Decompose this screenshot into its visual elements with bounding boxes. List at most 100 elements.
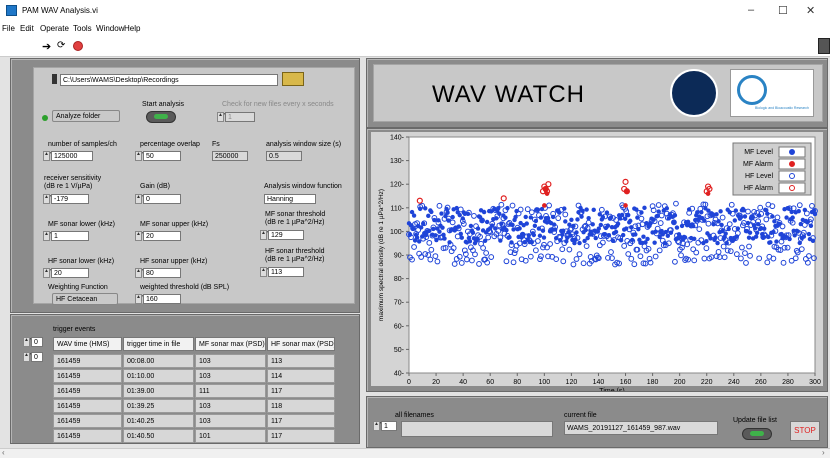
hf-level-point [517, 206, 524, 213]
mf-alarm-point [624, 188, 630, 194]
mf-level-point [479, 218, 485, 223]
mf-level-point [655, 213, 660, 219]
hf-level-point [703, 245, 710, 252]
mf-level-point [583, 227, 588, 233]
scroll-right-icon[interactable]: › [822, 448, 825, 457]
mf-level-point [426, 213, 431, 219]
table-cell: 01:10.00 [123, 369, 194, 383]
hf-level-point [527, 253, 534, 260]
menu-help[interactable]: Help [124, 24, 141, 33]
mf-level-point [633, 232, 638, 237]
menu-file[interactable]: File [2, 24, 15, 33]
close-button[interactable]: ✕ [806, 5, 816, 17]
scroll-left-icon[interactable]: ‹ [2, 448, 5, 457]
row-index-input[interactable]: 0 [31, 337, 43, 347]
hf-level-point [484, 259, 491, 266]
hf-upper-input[interactable]: 80 [143, 268, 181, 278]
menu-edit[interactable]: Edit [20, 24, 34, 33]
horizontal-scrollbar[interactable]: ‹ › [0, 448, 830, 458]
stop-button[interactable]: STOP [790, 421, 820, 441]
check-interval-spinner[interactable]: ▲▼ [217, 112, 228, 122]
menu-tools[interactable]: Tools [73, 24, 92, 33]
hf-level-point [789, 219, 796, 226]
analyze-mode-select[interactable]: Analyze folder [52, 110, 120, 122]
samples-input[interactable]: 125000 [51, 151, 93, 161]
mf-level-point [764, 208, 769, 213]
hf-level-point [599, 239, 606, 246]
hf-level-point [469, 257, 475, 264]
row-index-spinner[interactable]: ▲▼ [23, 337, 34, 347]
mf-level-point [439, 211, 444, 216]
hf-threshold-spinner[interactable]: ▲▼ [260, 267, 271, 277]
overlap-spinner[interactable]: ▲▼ [135, 151, 146, 161]
hf-level-point [770, 255, 777, 262]
col-index-input[interactable]: 0 [31, 352, 43, 362]
minimize-button[interactable]: – [748, 4, 755, 16]
hf-level-point [434, 258, 441, 265]
update-file-list-toggle[interactable] [742, 428, 772, 440]
hf-level-point [450, 245, 457, 251]
filenames-index-input[interactable]: 1 [381, 421, 397, 431]
hf-level-point [572, 223, 579, 230]
check-interval-label: Check for new files every x seconds [222, 101, 334, 108]
table-cell: 01:40.50 [123, 429, 194, 443]
hf-level-point [425, 252, 432, 258]
run-arrow-icon[interactable]: ➔ [42, 41, 52, 53]
browse-folder-button[interactable] [282, 72, 304, 86]
mf-lower-input[interactable]: 1 [51, 231, 89, 241]
sensitivity-spinner[interactable]: ▲▼ [43, 194, 54, 204]
mf-level-point [703, 206, 708, 211]
hf-level-point [743, 260, 749, 266]
x-tick-label: 140 [593, 379, 605, 386]
mf-upper-input[interactable]: 20 [143, 231, 181, 241]
maximize-button[interactable]: ☐ [778, 5, 788, 17]
menu-operate[interactable]: Operate [40, 24, 69, 33]
weighting-select[interactable]: HF Cetacean [52, 293, 118, 305]
filenames-index-spinner[interactable]: ▲▼ [373, 421, 384, 431]
mf-level-point [523, 214, 528, 220]
mf-threshold-input[interactable]: 129 [268, 230, 304, 240]
start-analysis-toggle[interactable] [146, 111, 176, 123]
hf-lower-input[interactable]: 20 [51, 268, 89, 278]
hf-level-point [671, 219, 677, 226]
menu-bar: File Edit Operate Tools Window Help [0, 22, 830, 36]
abort-icon[interactable] [73, 41, 83, 51]
samples-label: number of samples/ch [48, 141, 117, 148]
hf-level-point [477, 233, 483, 240]
overlap-input[interactable]: 50 [143, 151, 181, 161]
table-cell: 161459 [53, 399, 122, 413]
hf-level-point [580, 260, 587, 267]
hf-level-point [574, 235, 581, 241]
hf-level-point [560, 258, 567, 265]
mf-lower-spinner[interactable]: ▲▼ [43, 231, 54, 241]
weighted-threshold-spinner[interactable]: ▲▼ [135, 294, 146, 304]
path-input[interactable]: C:\Users\WAMS\Desktop\Recordings [60, 74, 278, 86]
check-interval-input[interactable]: 1 [225, 112, 255, 122]
window-size-value: 0.5 [266, 151, 302, 161]
hf-lower-spinner[interactable]: ▲▼ [43, 268, 54, 278]
hf-level-point [657, 220, 664, 226]
mf-level-point [702, 218, 707, 223]
hf-threshold-input[interactable]: 113 [268, 267, 304, 277]
mf-threshold-spinner[interactable]: ▲▼ [260, 230, 271, 240]
gain-spinner[interactable]: ▲▼ [135, 194, 146, 204]
window-function-select[interactable]: Hanning [264, 194, 316, 204]
samples-spinner[interactable]: ▲▼ [43, 151, 54, 161]
mf-level-point [636, 226, 641, 232]
mf-level-point [692, 236, 697, 241]
sensitivity-input[interactable]: -179 [51, 194, 89, 204]
mf-alarm-point [544, 191, 550, 196]
x-tick-label: 180 [647, 379, 659, 386]
hf-level-point [645, 245, 652, 252]
mf-level-point [575, 217, 580, 222]
gain-input[interactable]: 0 [143, 194, 181, 204]
hf-upper-spinner[interactable]: ▲▼ [135, 268, 146, 278]
menu-window[interactable]: Window [96, 24, 125, 33]
x-tick-label: 20 [432, 379, 440, 386]
col-index-spinner[interactable]: ▲▼ [23, 352, 34, 362]
table-cell: 161459 [53, 369, 122, 383]
run-continuous-icon[interactable]: ⟳ [57, 40, 66, 51]
mf-level-point [790, 215, 795, 220]
weighted-threshold-input[interactable]: 160 [143, 294, 181, 304]
mf-upper-spinner[interactable]: ▲▼ [135, 231, 146, 241]
